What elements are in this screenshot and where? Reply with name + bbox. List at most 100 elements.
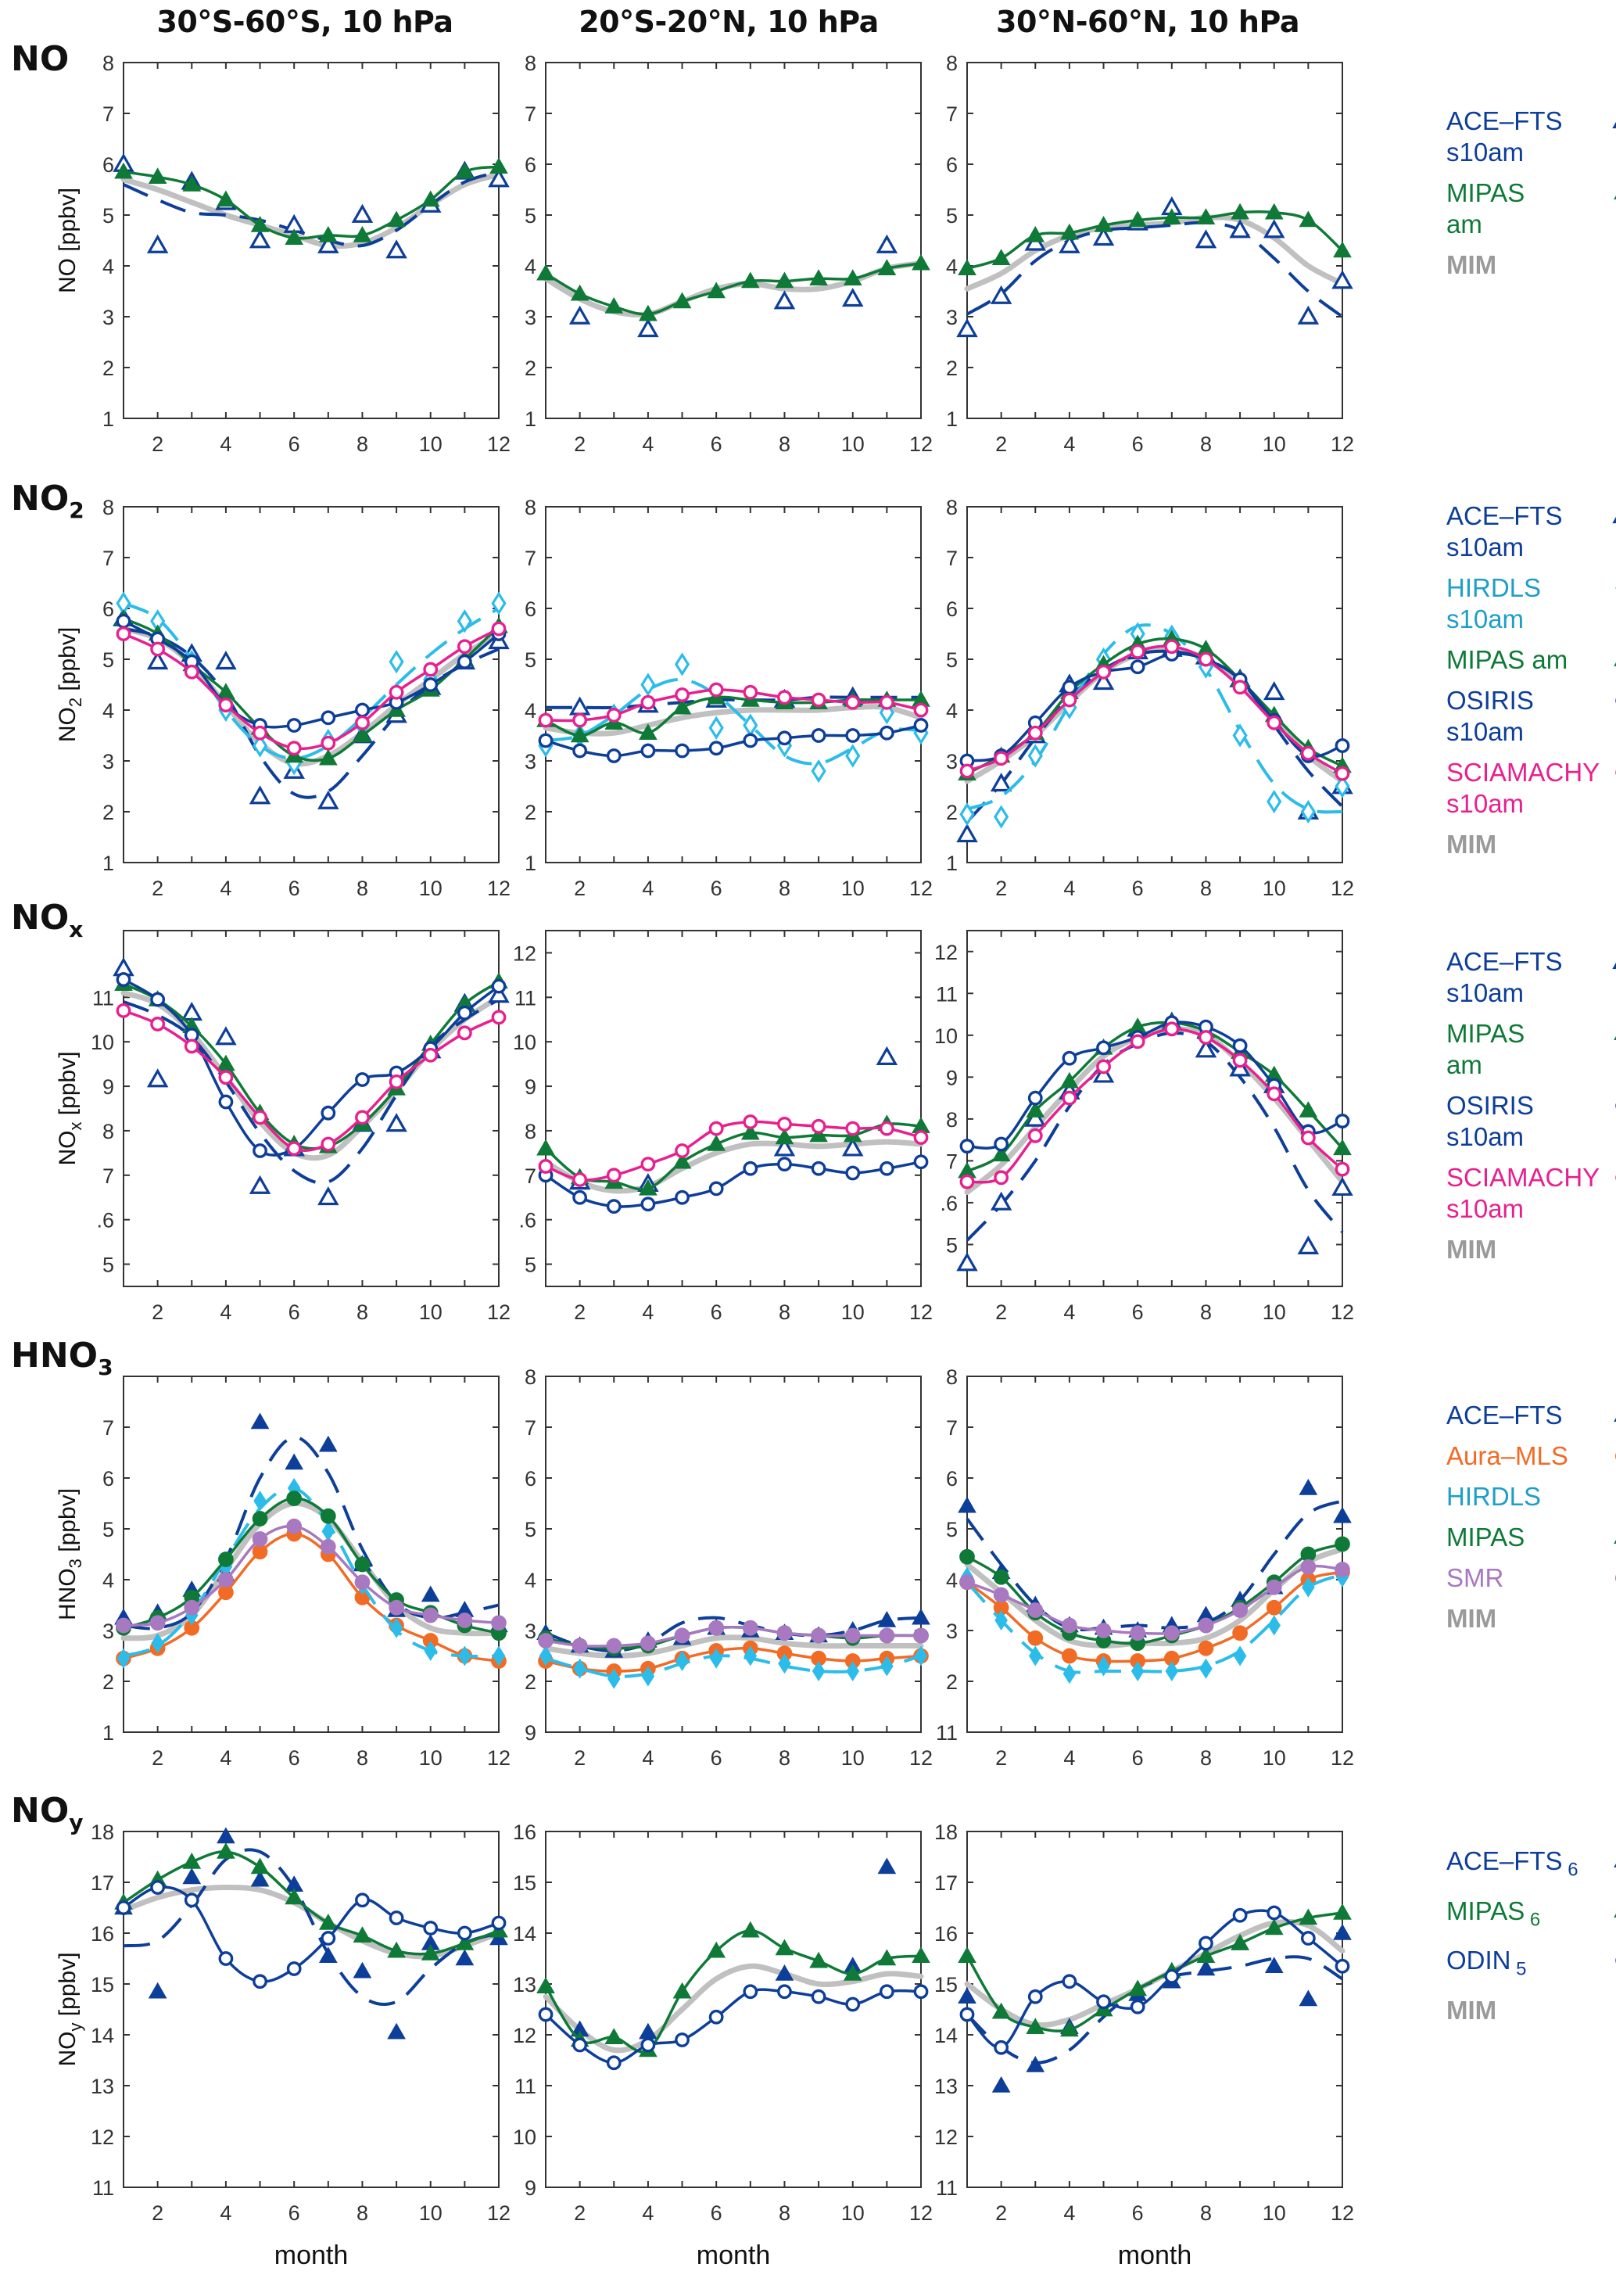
data-point-odin	[491, 1915, 507, 1931]
data-point-sciamachy	[777, 690, 792, 705]
data-point-hirdls	[880, 1656, 894, 1677]
data-point-hirdls	[607, 1668, 621, 1689]
data-point-hirdls	[1233, 1645, 1247, 1666]
data-point-ace-fts	[877, 1610, 897, 1627]
y-tick-label: 4	[525, 1569, 536, 1592]
x-tick-label: 8	[779, 2201, 790, 2225]
legend-label: MIM	[1446, 1603, 1603, 1634]
data-point-ace-fts	[387, 2022, 406, 2039]
data-point-odin	[1062, 1974, 1077, 1989]
x-axis-label: month	[697, 2240, 771, 2270]
panel-nox-col3: 5 .6 7 8 9 10 11 12 2 4 6 8 10 12	[934, 930, 1354, 1324]
series-osiris	[538, 1154, 929, 1214]
data-point-hirdls	[1199, 1658, 1213, 1679]
column-title-tropics: 20°S-20°N, 10 hPa	[579, 5, 879, 39]
series-ace-fts	[113, 607, 510, 809]
legend-marker-icon	[1612, 516, 1616, 524]
data-point-odin	[1130, 1999, 1145, 2014]
legend-item-smr: SMR	[1446, 1562, 1616, 1594]
y-tick-label: 9	[525, 2176, 536, 2200]
data-point-sciamachy	[355, 715, 370, 730]
data-point-sciamachy	[286, 1141, 302, 1157]
data-point-sciamachy	[1267, 1086, 1282, 1102]
y-tick-label: 8	[946, 52, 958, 75]
data-point-hirdls	[846, 1660, 860, 1682]
x-tick-label: 10	[419, 877, 443, 900]
y-tick-label: 5	[946, 648, 958, 672]
data-point-ace-fts	[958, 1987, 976, 2004]
data-point-mipas	[1264, 203, 1284, 220]
x-tick-label: 8	[357, 432, 368, 456]
x-tick-label: 4	[642, 2201, 654, 2225]
legend-suffix: am	[1446, 210, 1482, 239]
y-tick-label: 2	[102, 801, 114, 824]
data-point-mipas	[877, 1949, 897, 1966]
data-point-osiris	[879, 725, 894, 741]
row-label-subscript: y	[69, 1809, 84, 1835]
data-point-mipas	[639, 304, 658, 321]
data-point-mipas	[991, 1145, 1011, 1162]
data-point-ace-fts	[318, 1946, 338, 1963]
data-point-ace-fts	[1264, 1957, 1284, 1973]
data-point-odin	[640, 2037, 656, 2053]
series-fit-dashed	[123, 1436, 500, 1631]
data-point-ace-fts	[958, 1496, 976, 1513]
x-tick-label: 10	[1263, 1746, 1286, 1770]
y-tick-label: 4	[102, 1569, 114, 1592]
data-point-hirdls	[1335, 774, 1350, 798]
legend-item-mipas: MIPAS am	[1446, 178, 1616, 240]
data-point-ace-fts	[217, 1827, 235, 1844]
y-tick-label: 5	[946, 1233, 958, 1257]
axes-box	[966, 1376, 1343, 1733]
series-osiris	[538, 718, 929, 763]
series-line	[544, 1988, 922, 2065]
x-tick-label: 12	[1331, 1746, 1354, 1770]
data-point-hirdls	[845, 744, 861, 768]
x-tick-label: 2	[995, 2201, 1007, 2225]
data-point-hirdls	[1302, 1577, 1315, 1598]
data-point-mipas	[114, 162, 133, 179]
x-tick-label: 12	[487, 432, 511, 456]
data-point-osiris	[150, 992, 166, 1007]
x-tick-label: 2	[574, 432, 586, 456]
data-point-hirdls	[743, 713, 758, 737]
series-mipas	[958, 203, 1352, 275]
data-point-sciamachy	[184, 1039, 199, 1054]
data-point-mipas	[353, 225, 372, 242]
data-point-ace-fts	[250, 1870, 270, 1887]
data-point-sciamachy	[708, 1121, 724, 1136]
data-point-mipas	[286, 1491, 303, 1506]
data-point-mipas	[354, 1556, 371, 1573]
x-tick-label: 6	[1132, 432, 1144, 456]
y-tick-label: 7	[946, 102, 958, 126]
data-point-sciamachy	[640, 694, 656, 710]
data-point-mipas	[959, 1548, 975, 1565]
x-tick-label: 12	[487, 1746, 511, 1770]
data-point-osiris	[457, 654, 472, 669]
plot-area	[113, 957, 510, 1206]
legend-name: SCIAMACHY	[1446, 758, 1600, 787]
data-point-mipas	[1231, 203, 1249, 220]
legend-marker-icon	[1614, 1863, 1616, 1867]
data-point-ace-fts	[385, 1113, 407, 1132]
data-point-sciamachy	[1335, 1161, 1350, 1177]
data-point-sciamachy	[1096, 664, 1111, 680]
data-point-osiris	[1335, 1114, 1350, 1128]
x-tick-label: 8	[779, 1746, 790, 1770]
plot-area	[113, 152, 510, 259]
data-point-smr	[422, 1607, 439, 1623]
legend-item-ace-fts: ACE–FTS 6	[1446, 1846, 1616, 1886]
x-tick-label: 10	[841, 2201, 865, 2225]
data-point-osiris	[640, 1196, 656, 1212]
data-point-mipas	[455, 1933, 475, 1950]
data-point-smr	[572, 1638, 588, 1654]
data-point-sciamachy	[675, 1143, 690, 1158]
data-point-osiris	[606, 1199, 622, 1214]
data-point-aura-mls	[1232, 1625, 1248, 1641]
data-point-sciamachy	[1300, 1130, 1316, 1146]
legend-marker-icon	[1611, 1484, 1616, 1508]
legend-suffix: s10am	[1446, 533, 1525, 561]
series-hirdls	[959, 622, 1350, 829]
data-point-ace-fts	[488, 984, 510, 1003]
